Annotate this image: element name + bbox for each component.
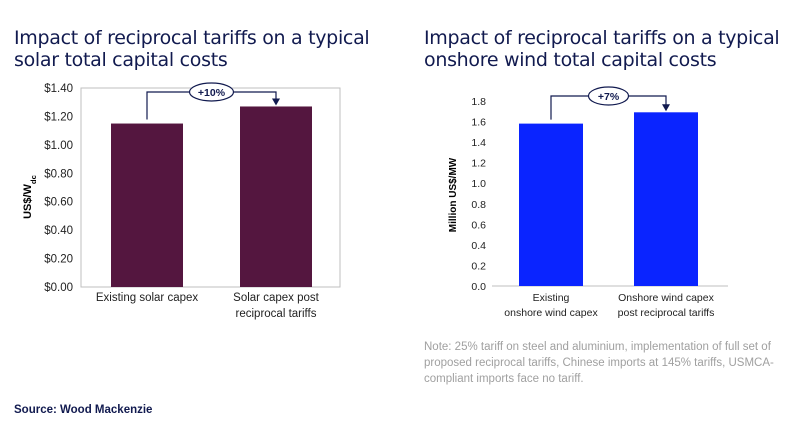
- wind-category-label: onshore wind capex: [504, 307, 598, 319]
- wind-arrow-head: [662, 104, 670, 112]
- wind-y-tick-label: 0.0: [471, 281, 486, 293]
- wind-y-tick-label: 0.4: [471, 240, 486, 252]
- wind-category-label: Onshore wind capex: [618, 292, 714, 304]
- wind-y-tick-label: 1.8: [471, 96, 486, 108]
- solar-y-tick-label: $1.20: [44, 111, 73, 123]
- footnote: Note: 25% tariff on steel and aluminium,…: [424, 341, 774, 385]
- solar-y-axis-label: US$/Wdc: [22, 174, 38, 219]
- wind-category-label: Existing: [533, 292, 570, 304]
- wind-y-tick-label: 0.8: [471, 199, 486, 211]
- wind-y-tick-label: 1.0: [471, 178, 486, 190]
- wind-change-badge: [587, 86, 630, 106]
- wind-y-tick-label: 1.6: [471, 117, 486, 129]
- solar-bar: [111, 123, 183, 288]
- solar-arrow-head: [272, 98, 280, 106]
- solar-change-label: +10%: [198, 87, 226, 99]
- solar-category-label: Existing solar capex: [96, 292, 199, 304]
- wind-y-axis-label: Million US$/MW: [448, 157, 459, 232]
- source-label: Source: Wood Mackenzie: [14, 404, 153, 416]
- solar-y-tick-label: $0.20: [44, 254, 73, 266]
- wind-y-tick-label: 0.6: [471, 219, 486, 231]
- wind-change-label: +7%: [598, 91, 620, 103]
- solar-y-tick-label: $0.40: [44, 225, 73, 237]
- solar-chart-title: Impact of reciprocal tariffs on a typica…: [14, 27, 370, 71]
- solar-y-tick-label: $1.40: [44, 83, 73, 95]
- solar-y-tick-label: $0.80: [44, 168, 73, 180]
- solar-y-tick-label: $0.00: [44, 282, 73, 294]
- solar-change-badge: [188, 82, 235, 102]
- wind-y-tick-label: 1.2: [471, 158, 486, 170]
- wind-bar: [519, 123, 583, 286]
- wind-bar: [634, 112, 698, 286]
- wind-y-tick-label: 1.4: [471, 137, 486, 149]
- solar-y-axis-label-subscript: dc: [29, 174, 38, 184]
- solar-category-label: reciprocal tariffs: [236, 308, 317, 320]
- solar-y-tick-label: $0.60: [44, 197, 73, 209]
- wind-chart-title: Impact of reciprocal tariffs on a typica…: [424, 27, 780, 71]
- wind-y-tick-label: 0.2: [471, 260, 486, 272]
- solar-y-tick-label: $1.00: [44, 140, 73, 152]
- wind-category-label: post reciprocal tariffs: [618, 307, 715, 319]
- solar-category-label: Solar capex post: [233, 292, 319, 304]
- solar-bar: [240, 106, 312, 287]
